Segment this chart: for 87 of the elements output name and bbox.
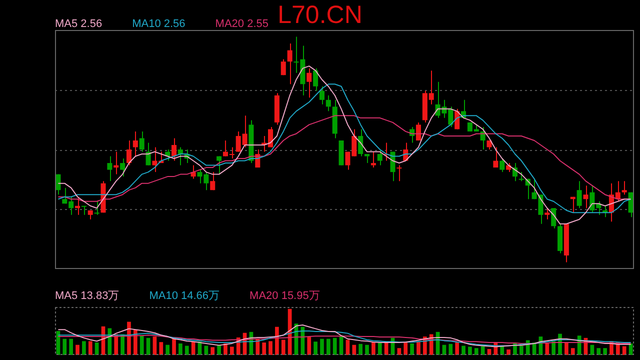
bar: [314, 342, 318, 355]
bar: [114, 334, 118, 355]
bar: [281, 340, 286, 355]
candlestick: [622, 180, 627, 196]
bar: [268, 341, 272, 355]
bar: [256, 338, 260, 355]
bar: [519, 346, 524, 355]
bar: [262, 342, 266, 355]
bar: [570, 348, 575, 355]
bar: [217, 344, 221, 355]
bar: [166, 344, 170, 355]
candlestick: [287, 43, 292, 85]
candlestick: [178, 146, 183, 166]
bar: [332, 338, 337, 355]
candlestick: [139, 130, 144, 152]
candlestick: [81, 205, 86, 216]
bar: [474, 348, 478, 355]
candlestick: [107, 156, 112, 182]
candlestick: [370, 151, 376, 168]
bar: [76, 344, 80, 355]
text: MA20 2.55: [215, 17, 268, 31]
bar: [596, 348, 601, 355]
bar: [564, 342, 568, 355]
bar: [358, 344, 363, 355]
bar: [404, 342, 408, 355]
candlestick: [120, 158, 126, 178]
candlestick: [94, 200, 100, 216]
bar: [224, 343, 228, 355]
bar: [545, 343, 550, 355]
bar: [455, 342, 460, 355]
bar: [88, 341, 92, 355]
candlestick: [493, 146, 498, 168]
bar: [622, 346, 626, 355]
candlestick: [280, 58, 286, 76]
bar: [378, 342, 382, 355]
candlestick: [377, 149, 382, 166]
text: MA20 15.95万: [250, 289, 320, 303]
candlestick: [396, 164, 402, 182]
text: MA10 2.56: [132, 17, 186, 31]
bar: [410, 343, 414, 355]
candlestick: [216, 156, 222, 175]
candlestick: [172, 138, 177, 162]
candlestick: [358, 128, 364, 157]
bar: [178, 343, 182, 355]
candlestick: [126, 140, 132, 166]
candlestick: [132, 130, 138, 157]
bar: [448, 344, 453, 355]
candlestick: [544, 208, 550, 220]
bar: [552, 341, 556, 355]
bar: [275, 326, 279, 355]
chart-title: L70.CN: [278, 1, 362, 29]
bar: [372, 342, 376, 355]
candlestick: [364, 154, 370, 164]
candlestick: [326, 94, 331, 112]
bar: [326, 338, 330, 355]
bar: [230, 346, 234, 355]
candlestick: [576, 180, 582, 209]
text: MA10 14.66万: [149, 289, 220, 303]
bar: [120, 334, 124, 355]
bar: [307, 337, 312, 355]
candlestick: [306, 68, 312, 98]
bar: [184, 346, 189, 355]
bar: [159, 342, 164, 355]
bar: [210, 347, 215, 355]
candlestick: [416, 122, 421, 141]
candlestick: [210, 172, 216, 191]
bar: [352, 344, 356, 355]
candlestick: [146, 142, 151, 166]
bar: [603, 348, 607, 355]
bar: [462, 346, 466, 355]
candlestick: [500, 158, 505, 173]
bar: [172, 338, 176, 355]
text: MA5 2.56: [55, 17, 102, 31]
bar: [468, 346, 472, 355]
candlestick: [551, 208, 556, 229]
bar: [62, 338, 67, 355]
bar: [416, 342, 420, 355]
candlestick: [319, 86, 324, 105]
bar: [82, 341, 86, 355]
bar: [506, 349, 510, 355]
text: MA5 13.83万: [55, 289, 120, 303]
candlestick: [583, 185, 588, 209]
bar: [69, 338, 74, 355]
bar: [320, 338, 324, 355]
candlestick: [313, 68, 318, 92]
bar: [365, 344, 369, 355]
bar: [140, 336, 144, 355]
